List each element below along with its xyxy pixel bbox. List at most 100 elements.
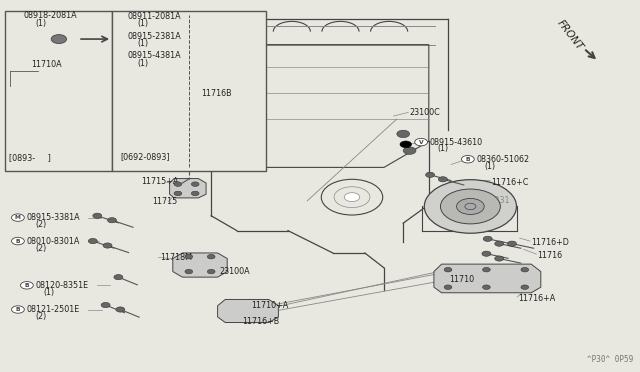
Circle shape — [101, 302, 110, 308]
Circle shape — [186, 105, 196, 111]
Text: 08918-2081A: 08918-2081A — [23, 11, 77, 20]
Text: 08915-43610: 08915-43610 — [429, 138, 483, 147]
Text: 11716+C: 11716+C — [492, 178, 529, 187]
Text: V: V — [116, 54, 122, 59]
Circle shape — [483, 267, 490, 272]
Text: B: B — [24, 283, 29, 288]
Circle shape — [521, 267, 529, 272]
Circle shape — [41, 77, 51, 83]
Text: (2): (2) — [35, 244, 47, 253]
Text: (1): (1) — [35, 19, 46, 28]
Text: W: W — [116, 34, 122, 39]
Text: 11716+D: 11716+D — [531, 238, 569, 247]
Circle shape — [397, 130, 410, 138]
Text: 11715+A: 11715+A — [141, 177, 178, 186]
Text: 11710: 11710 — [449, 275, 474, 283]
Circle shape — [174, 182, 182, 186]
Text: SEE SEC. 231: SEE SEC. 231 — [456, 196, 509, 205]
Text: (1): (1) — [138, 59, 148, 68]
Text: 11716B: 11716B — [202, 89, 232, 97]
Circle shape — [461, 155, 474, 163]
Circle shape — [424, 180, 516, 233]
Text: 11710A: 11710A — [31, 60, 61, 69]
Text: 08120-8351E: 08120-8351E — [36, 281, 89, 290]
Circle shape — [113, 33, 125, 40]
Circle shape — [174, 191, 182, 196]
Circle shape — [93, 213, 102, 218]
Circle shape — [108, 218, 116, 223]
Text: [0692-0893]: [0692-0893] — [120, 153, 170, 161]
Circle shape — [483, 285, 490, 289]
Text: B: B — [465, 157, 470, 162]
Text: 11715: 11715 — [152, 197, 177, 206]
Text: 11716+A: 11716+A — [518, 294, 556, 303]
Text: 23100A: 23100A — [219, 267, 250, 276]
Text: (1): (1) — [138, 19, 148, 28]
Circle shape — [181, 33, 191, 39]
Circle shape — [415, 138, 428, 146]
Text: 11710+A: 11710+A — [252, 301, 289, 310]
Circle shape — [185, 254, 193, 259]
Circle shape — [456, 198, 484, 215]
Circle shape — [444, 267, 452, 272]
Circle shape — [12, 214, 24, 221]
Circle shape — [12, 237, 24, 245]
Text: (2): (2) — [35, 312, 47, 321]
Text: M: M — [15, 215, 21, 220]
Text: 08121-2501E: 08121-2501E — [27, 305, 80, 314]
Text: 08360-51062: 08360-51062 — [476, 155, 529, 164]
Circle shape — [113, 52, 125, 60]
Polygon shape — [173, 253, 227, 277]
Text: 11716: 11716 — [538, 251, 563, 260]
Circle shape — [438, 177, 447, 182]
Text: N: N — [116, 14, 122, 19]
Text: 08010-8301A: 08010-8301A — [27, 237, 80, 246]
Bar — [5, 11, 112, 171]
Circle shape — [444, 285, 452, 289]
Circle shape — [482, 251, 491, 256]
Circle shape — [114, 275, 123, 280]
Circle shape — [51, 35, 67, 44]
Circle shape — [426, 172, 435, 177]
Text: ^P30^ 0P59: ^P30^ 0P59 — [588, 355, 634, 364]
Bar — [112, 11, 266, 171]
Text: 08911-2081A: 08911-2081A — [128, 12, 182, 21]
Circle shape — [181, 53, 191, 59]
Text: (1): (1) — [44, 288, 54, 297]
Text: 11718M: 11718M — [160, 253, 192, 262]
Text: B: B — [15, 238, 20, 244]
Circle shape — [8, 13, 20, 20]
Text: 08915-2381A: 08915-2381A — [128, 32, 182, 41]
Circle shape — [20, 282, 33, 289]
Circle shape — [182, 13, 192, 19]
Text: 11716+B: 11716+B — [242, 317, 279, 326]
Text: (1): (1) — [438, 144, 449, 153]
Text: FRONT: FRONT — [556, 18, 585, 52]
Circle shape — [113, 13, 125, 20]
Circle shape — [12, 306, 24, 313]
Circle shape — [207, 254, 215, 259]
Circle shape — [185, 269, 193, 274]
Text: (1): (1) — [138, 39, 148, 48]
Text: 08915-3381A: 08915-3381A — [27, 213, 81, 222]
Text: 08915-4381A: 08915-4381A — [128, 51, 182, 60]
Polygon shape — [170, 179, 206, 198]
Circle shape — [521, 285, 529, 289]
Circle shape — [508, 241, 516, 246]
Text: N: N — [12, 14, 17, 19]
Text: [0893-     ]: [0893- ] — [9, 154, 51, 163]
Circle shape — [103, 243, 112, 248]
Circle shape — [483, 236, 492, 241]
Circle shape — [191, 182, 199, 186]
Text: V: V — [419, 140, 424, 145]
Text: B: B — [15, 307, 20, 312]
Circle shape — [495, 241, 504, 246]
Circle shape — [495, 256, 504, 261]
Circle shape — [400, 141, 412, 148]
Circle shape — [116, 307, 125, 312]
Circle shape — [191, 191, 199, 196]
Circle shape — [440, 189, 500, 224]
Circle shape — [403, 147, 416, 154]
Text: (1): (1) — [484, 162, 495, 171]
Text: (2): (2) — [35, 220, 47, 229]
